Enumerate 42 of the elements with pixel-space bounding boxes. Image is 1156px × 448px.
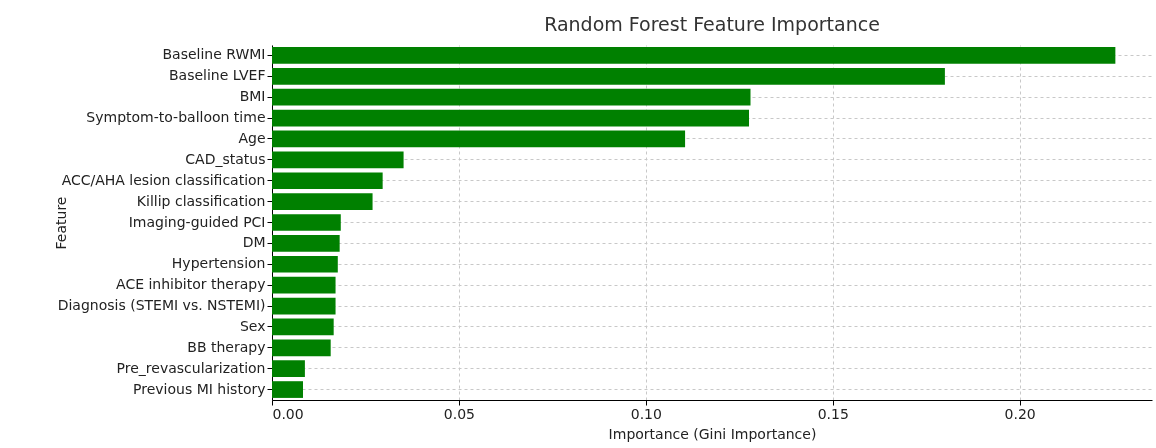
- bar: [272, 360, 305, 378]
- x-tick-label: 0.15: [817, 405, 849, 422]
- y-tick-label: Symptom-to-balloon time: [86, 109, 266, 126]
- x-tick-label: 0.20: [1004, 405, 1036, 422]
- y-axis-title: Feature: [52, 196, 69, 250]
- x-axis-title: Importance (Gini Importance): [608, 425, 817, 442]
- x-tick-label: 0.10: [630, 405, 662, 422]
- bar: [272, 214, 341, 231]
- bar: [272, 151, 404, 169]
- y-tick-label: Imaging-guided PCI: [128, 213, 266, 230]
- y-tick-label: CAD_status: [185, 150, 266, 167]
- x-tick-label: 0.00: [272, 405, 304, 422]
- y-tick-label: Baseline RWMI: [162, 46, 266, 63]
- bar: [272, 193, 373, 210]
- bar: [272, 318, 334, 336]
- y-tick-label: Hypertension: [171, 255, 266, 272]
- y-tick-label: DM: [242, 234, 266, 251]
- y-tick-label: ACE inhibitor therapy: [116, 276, 266, 293]
- y-tick-label: BB therapy: [187, 338, 266, 355]
- y-tick-label: Sex: [239, 317, 266, 334]
- y-tick-label: Age: [238, 129, 266, 146]
- bar: [272, 235, 340, 252]
- bar: [272, 88, 751, 106]
- bar: [272, 339, 331, 357]
- bar: [272, 47, 1116, 64]
- bar: [272, 109, 750, 127]
- bar: [272, 67, 945, 85]
- bar: [272, 172, 383, 190]
- chart-title: Random Forest Feature Importance: [544, 13, 880, 35]
- bar: [272, 297, 336, 315]
- y-tick-label: Diagnosis (STEMI vs. NSTEMI): [57, 297, 266, 314]
- y-tick-label: BMI: [239, 88, 266, 105]
- bar: [272, 276, 336, 294]
- bar: [272, 255, 338, 273]
- y-tick-label: Baseline LVEF: [168, 67, 266, 84]
- y-tick-label: ACC/AHA lesion classification: [61, 171, 266, 188]
- x-tick-label: 0.05: [443, 405, 475, 422]
- bar: [272, 381, 304, 398]
- y-tick-label: Previous MI history: [133, 380, 266, 397]
- bar: [272, 130, 686, 148]
- y-tick-label: Killip classification: [136, 192, 266, 209]
- y-tick-label: Pre_revascularization: [116, 359, 266, 376]
